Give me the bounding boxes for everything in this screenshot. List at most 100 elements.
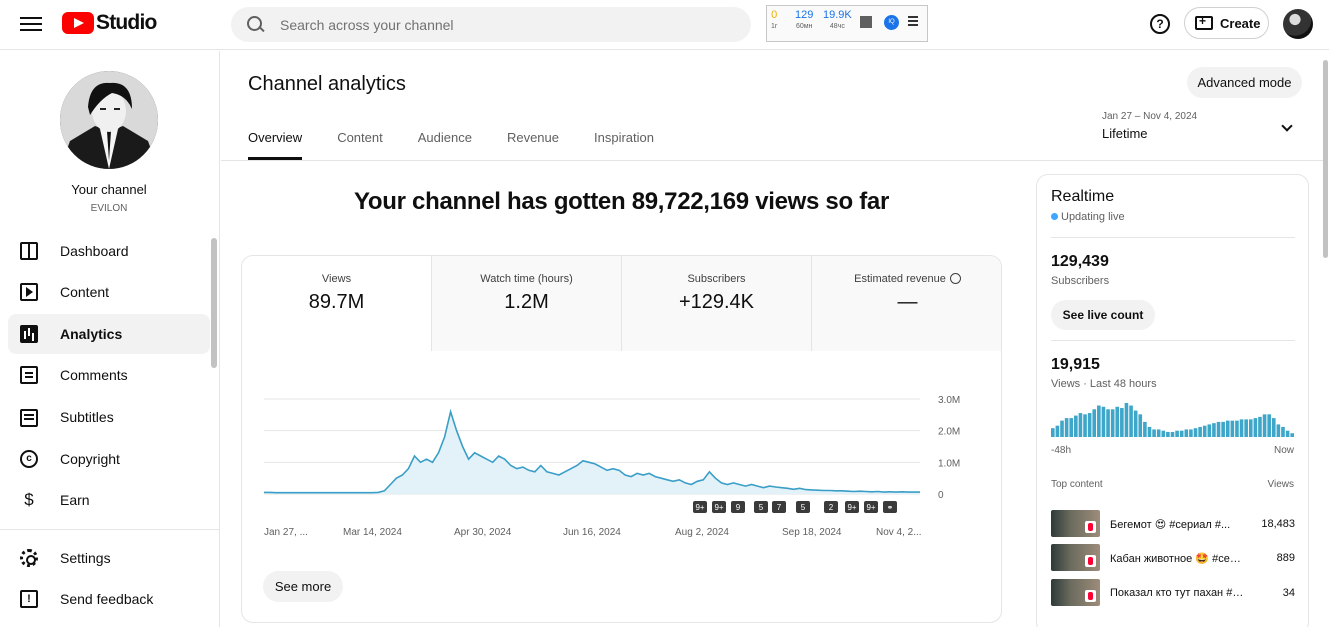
top-content-item[interactable]: Показал кто тут пахан #се... 34 bbox=[1051, 579, 1295, 607]
metric-tab-revenue[interactable]: Estimated revenue — bbox=[812, 256, 1001, 351]
metric-tab-views[interactable]: Views 89.7M bbox=[242, 256, 432, 351]
content-icon bbox=[20, 283, 38, 301]
search-bar[interactable] bbox=[231, 7, 751, 42]
metric-tab-watch-time[interactable]: Watch time (hours) 1.2M bbox=[432, 256, 622, 351]
see-live-count-button[interactable]: See live count bbox=[1051, 300, 1155, 330]
analytics-icon bbox=[20, 325, 38, 343]
views-chart[interactable]: 3.0M 2.0M 1.0M 0 Jan 27, ... Mar 14, 2024 Apr … bbox=[242, 374, 1001, 554]
advanced-mode-button[interactable]: Advanced mode bbox=[1187, 67, 1302, 98]
metric-label: Views bbox=[321, 273, 352, 285]
page-scrollbar[interactable] bbox=[1323, 60, 1328, 258]
see-more-button[interactable]: See more bbox=[263, 571, 343, 602]
help-icon[interactable]: ? bbox=[1150, 14, 1170, 34]
bar-chart-icon[interactable] bbox=[860, 16, 872, 28]
realtime-bar bbox=[1285, 430, 1290, 437]
video-marker bbox=[754, 501, 768, 513]
menu-icon[interactable] bbox=[20, 14, 42, 34]
shorts-icon bbox=[1085, 521, 1096, 533]
tab-content[interactable]: Content bbox=[337, 130, 383, 145]
video-marker bbox=[845, 501, 859, 513]
views-line bbox=[264, 408, 920, 494]
realtime-bar bbox=[1055, 425, 1060, 437]
sidebar-item-copyright[interactable]: c Copyright bbox=[8, 439, 210, 479]
tab-overview[interactable]: Overview bbox=[248, 130, 303, 160]
sidebar-item-comments[interactable]: Comments bbox=[8, 355, 210, 395]
top-content-item[interactable]: Кабан животное 🤩 #сер... 889 bbox=[1051, 544, 1295, 572]
realtime-bar bbox=[1262, 414, 1267, 437]
video-thumbnail bbox=[1051, 544, 1100, 571]
video-marker bbox=[772, 501, 786, 513]
sidebar-item-analytics[interactable]: Analytics bbox=[8, 314, 210, 354]
date-period: Lifetime bbox=[1102, 126, 1148, 141]
realtime-bar bbox=[1078, 413, 1083, 437]
realtime-bar bbox=[1193, 428, 1198, 437]
sidebar-item-subtitles[interactable]: Subtitles bbox=[8, 397, 210, 437]
realtime-bar bbox=[1143, 421, 1147, 437]
realtime-bar bbox=[1106, 409, 1110, 437]
ext-stat-2: 129 60мн bbox=[795, 9, 814, 30]
chevron-down-icon[interactable] bbox=[1281, 120, 1293, 132]
realtime-bar bbox=[1115, 406, 1120, 437]
video-marker-label: 9+ bbox=[714, 503, 723, 512]
create-label: Create bbox=[1220, 15, 1261, 31]
sidebar: Your channel EVILON Dashboard Content An… bbox=[0, 51, 220, 627]
x-tick-label: Sep 18, 2024 bbox=[782, 527, 842, 538]
y-tick-label: 0 bbox=[938, 490, 944, 501]
sidebar-item-content[interactable]: Content bbox=[8, 272, 210, 312]
realtime-bar-chart[interactable] bbox=[1051, 403, 1295, 439]
metric-label: Watch time (hours) bbox=[480, 273, 573, 285]
top-content-item[interactable]: Бегемот 😍 #сериал #... 18,483 bbox=[1051, 510, 1295, 538]
sidebar-item-dashboard[interactable]: Dashboard bbox=[8, 231, 210, 271]
search-input[interactable] bbox=[280, 16, 720, 33]
metric-label: Subscribers bbox=[687, 273, 746, 285]
video-marker-label: 2 bbox=[829, 503, 834, 512]
realtime-bar bbox=[1083, 414, 1087, 437]
youtube-play-icon bbox=[62, 12, 94, 34]
video-marker bbox=[712, 501, 726, 513]
realtime-bar bbox=[1290, 433, 1294, 437]
sidebar-item-settings[interactable]: Settings bbox=[8, 538, 210, 578]
channel-avatar[interactable] bbox=[60, 71, 158, 169]
search-icon[interactable] bbox=[247, 15, 265, 34]
sidebar-item-earn[interactable]: $ Earn bbox=[8, 480, 210, 520]
extension-menu-icon[interactable] bbox=[908, 16, 918, 28]
realtime-card: Realtime Updating live 129,439 Subscribe… bbox=[1036, 174, 1309, 627]
realtime-bar bbox=[1124, 403, 1129, 437]
divider bbox=[1051, 237, 1295, 238]
x-tick-label: Apr 30, 2024 bbox=[454, 527, 512, 538]
sidebar-item-label: Copyright bbox=[60, 451, 120, 467]
video-marker-label: 9+ bbox=[847, 503, 856, 512]
y-tick-label: 2.0M bbox=[938, 427, 960, 438]
tab-revenue[interactable]: Revenue bbox=[506, 130, 559, 145]
sidebar-item-label: Analytics bbox=[60, 326, 123, 342]
realtime-status-text: Updating live bbox=[1061, 211, 1125, 223]
browser-extension-widget[interactable]: 0 1г 129 60мн 19.9K 48чс IQ bbox=[766, 5, 928, 42]
sidebar-scrollbar[interactable] bbox=[211, 238, 217, 368]
metric-tab-subscribers[interactable]: Subscribers +129.4K bbox=[622, 256, 812, 351]
realtime-title: Realtime bbox=[1051, 188, 1115, 205]
axis-start-label: -48h bbox=[1051, 445, 1072, 456]
sidebar-item-send-feedback[interactable]: ! Send feedback bbox=[8, 579, 210, 619]
x-tick-label: Nov 4, 2... bbox=[876, 527, 922, 538]
realtime-bar bbox=[1244, 419, 1248, 437]
tab-inspiration[interactable]: Inspiration bbox=[594, 130, 654, 145]
realtime-status: Updating live bbox=[1051, 211, 1125, 223]
realtime-bar bbox=[1225, 420, 1230, 437]
video-views: 34 bbox=[1282, 587, 1295, 599]
tab-audience[interactable]: Audience bbox=[417, 130, 472, 145]
subscriber-count: 129,439 bbox=[1051, 253, 1109, 270]
date-range-picker[interactable]: Jan 27 – Nov 4, 2024 Lifetime bbox=[1102, 111, 1197, 141]
sidebar-divider bbox=[0, 529, 219, 530]
subscriber-label: Subscribers bbox=[1051, 275, 1110, 287]
realtime-bar bbox=[1074, 415, 1078, 437]
realtime-bar bbox=[1253, 418, 1258, 437]
extension-badge-icon[interactable]: IQ bbox=[884, 15, 899, 30]
realtime-bar bbox=[1221, 421, 1225, 437]
create-button[interactable]: Create bbox=[1184, 7, 1269, 39]
account-avatar[interactable] bbox=[1283, 9, 1313, 39]
studio-logo[interactable]: Studio bbox=[62, 11, 157, 35]
views-column-label: Views bbox=[1267, 479, 1295, 490]
metric-value: +129.4K bbox=[678, 291, 755, 313]
metric-value: — bbox=[897, 291, 918, 313]
realtime-bar bbox=[1184, 429, 1189, 437]
